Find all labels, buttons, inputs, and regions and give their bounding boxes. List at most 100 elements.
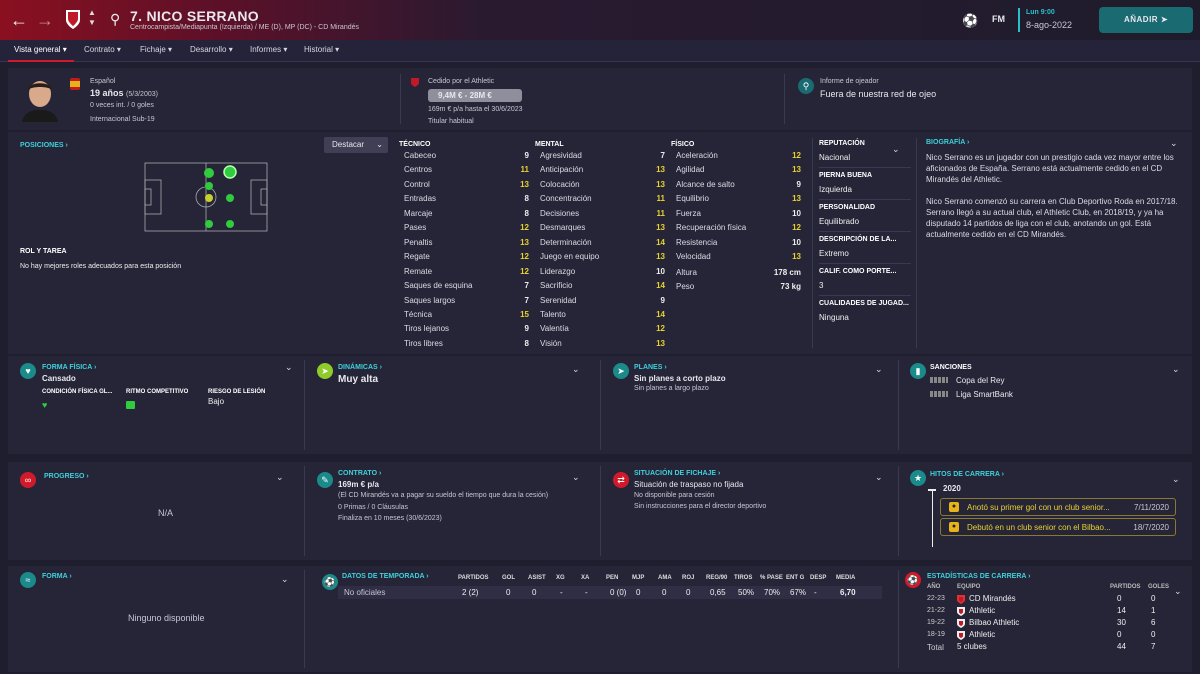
career-team[interactable]: Athletic <box>969 606 995 615</box>
top-bar: ← → ▲ ▼ ⚲ 7. NICO SERRANO Centrocampista/… <box>0 0 1200 40</box>
attribute-row[interactable]: Visión 13 <box>540 339 665 353</box>
player-avatar[interactable] <box>20 76 60 122</box>
season-stats-row[interactable]: No oficiales 2 (2) 0 0 - - 0 (0) 0 0 0 0,65 50% 70%… <box>338 586 882 599</box>
positions-title[interactable]: POSICIONES › <box>20 142 68 149</box>
chevron-down-icon[interactable]: ⌄ <box>1172 474 1180 485</box>
info-label: REPUTACIÓN <box>819 140 865 147</box>
tab-reports[interactable]: Informes ▾ <box>250 45 287 54</box>
chevron-down-icon[interactable]: ⌄ <box>276 472 284 483</box>
attribute-row[interactable]: Saques largos 7 <box>404 296 529 310</box>
chevron-down-icon[interactable]: ⌄ <box>572 472 580 483</box>
position-dot <box>226 220 234 228</box>
attribute-row[interactable]: Decisiones 11 <box>540 209 665 223</box>
attribute-row[interactable]: Anticipación 13 <box>540 165 665 179</box>
tab-development[interactable]: Desarrollo ▾ <box>190 45 233 54</box>
chevron-down-icon[interactable]: ⌄ <box>572 364 580 375</box>
attribute-row[interactable]: Cabeceo 9 <box>404 151 529 165</box>
ball-icon[interactable]: ⚽ <box>962 13 978 29</box>
attribute-row[interactable]: Fuerza 10 <box>676 209 801 223</box>
tab-transfer[interactable]: Fichaje ▾ <box>140 45 172 54</box>
chevron-down-icon[interactable]: ⌄ <box>1170 138 1178 149</box>
chevron-down-icon[interactable]: ⌄ <box>1172 364 1180 375</box>
transfer-title[interactable]: SITUACIÓN DE FICHAJE › <box>634 470 720 477</box>
highlight-dropdown[interactable]: Destacar ⌄ <box>324 137 388 153</box>
attribute-row[interactable]: Resistencia 10 <box>676 238 801 252</box>
attribute-row[interactable]: Desmarques 13 <box>540 223 665 237</box>
season-stats-title[interactable]: DATOS DE TEMPORADA › <box>342 573 429 580</box>
attribute-row[interactable]: Sacrificio 14 <box>540 281 665 295</box>
back-arrow-icon[interactable]: ← <box>10 10 28 31</box>
add-button[interactable]: AÑADIR ➤ <box>1099 7 1193 33</box>
club-crest-icon[interactable] <box>64 8 82 30</box>
milestone-item[interactable]: ● Anotó su primer gol con un club senior… <box>940 498 1176 516</box>
career-team[interactable]: Athletic <box>969 630 995 639</box>
fitness-title[interactable]: FORMA FÍSICA › <box>42 364 96 371</box>
biography-title[interactable]: BIOGRAFÍA › <box>926 139 969 146</box>
dynamics-title[interactable]: DINÁMICAS › <box>338 364 382 371</box>
attribute-row[interactable]: Recuperación física 12 <box>676 223 801 237</box>
attribute-row[interactable]: Aceleración 12 <box>676 151 801 165</box>
attribute-name: Velocidad <box>676 252 711 261</box>
chevron-down-icon[interactable]: ⌄ <box>892 144 900 155</box>
divider <box>784 74 785 124</box>
attribute-row[interactable]: Marcaje 8 <box>404 209 529 223</box>
career-row[interactable]: 18-19 Athletic 0 0 <box>927 630 1167 642</box>
career-stats-title[interactable]: ESTADÍSTICAS DE CARRERA › <box>927 573 1030 580</box>
milestone-item[interactable]: ● Debutó en un club senior con el Bilbao… <box>940 518 1176 536</box>
attribute-row[interactable]: Penaltis 13 <box>404 238 529 252</box>
attribute-row[interactable]: Serenidad 9 <box>540 296 665 310</box>
attribute-row[interactable]: Control 13 <box>404 180 529 194</box>
tab-history[interactable]: Historial ▾ <box>304 45 339 54</box>
chevron-down-icon[interactable]: ⌄ <box>1174 586 1182 597</box>
attribute-row[interactable]: Entradas 8 <box>404 194 529 208</box>
attribute-name: Equilibrio <box>676 194 709 203</box>
career-team[interactable]: Bilbao Athletic <box>969 618 1019 627</box>
attribute-row[interactable]: Remate 12 <box>404 267 529 281</box>
attribute-row[interactable]: Agilidad 13 <box>676 165 801 179</box>
career-team[interactable]: CD Mirandés <box>969 594 1016 603</box>
chevron-down-icon[interactable]: ⌄ <box>281 574 289 585</box>
milestones-title[interactable]: HITOS DE CARRERA › <box>930 471 1004 478</box>
attribute-row[interactable]: Regate 12 <box>404 252 529 266</box>
attribute-row[interactable]: Liderazgo 10 <box>540 267 665 281</box>
chevron-down-icon[interactable]: ⌄ <box>875 364 883 375</box>
attribute-row[interactable]: Alcance de salto 9 <box>676 180 801 194</box>
attribute-row[interactable]: Saques de esquina 7 <box>404 281 529 295</box>
attribute-row[interactable]: Valentía 12 <box>540 324 665 338</box>
form-title[interactable]: FORMA › <box>42 573 72 580</box>
attribute-row[interactable]: Técnica 15 <box>404 310 529 324</box>
search-icon[interactable]: ⚲ <box>110 11 120 28</box>
attribute-row[interactable]: Colocación 13 <box>540 180 665 194</box>
career-ball-icon: ⚽ <box>905 572 921 588</box>
fm-logo[interactable]: FM <box>992 14 1005 24</box>
season-cell: - <box>585 588 588 597</box>
attribute-row[interactable]: Equilibrio 13 <box>676 194 801 208</box>
progress-title[interactable]: PROGRESO › <box>44 473 89 480</box>
forward-arrow-icon[interactable]: → <box>36 10 54 31</box>
attribute-row[interactable]: Pases 12 <box>404 223 529 237</box>
attribute-row[interactable]: Talento 14 <box>540 310 665 324</box>
attribute-row[interactable]: Determinación 14 <box>540 238 665 252</box>
attribute-row[interactable]: Centros 11 <box>404 165 529 179</box>
attribute-row[interactable]: Velocidad 13 <box>676 252 801 266</box>
attribute-row[interactable]: Juego en equipo 13 <box>540 252 665 266</box>
career-row[interactable]: 19-22 Bilbao Athletic 30 6 <box>927 618 1167 630</box>
plans-title[interactable]: PLANES › <box>634 364 667 371</box>
season-row-values: 2 (2) 0 0- -0 (0) 0 0 0 0,65 50% 70% 67% -6,70 <box>458 588 878 598</box>
attribute-row[interactable]: Tiros lejanos 9 <box>404 324 529 338</box>
chevron-down-icon[interactable]: ⌄ <box>285 362 293 373</box>
attribute-row[interactable]: Agresividad 7 <box>540 151 665 165</box>
career-total-row[interactable]: Total 5 clubes 44 7 <box>927 642 1167 654</box>
contract-title[interactable]: CONTRATO › <box>338 470 381 477</box>
tab-overview[interactable]: Vista general ▾ <box>14 45 67 54</box>
chevron-down-icon[interactable]: ⌄ <box>875 472 883 483</box>
attribute-row[interactable]: Concentración 11 <box>540 194 665 208</box>
info-value: Extremo <box>819 249 849 258</box>
player-switch-icon[interactable]: ▲ ▼ <box>88 8 96 28</box>
attribute-row[interactable]: Tiros libres 8 <box>404 339 529 353</box>
tab-contract[interactable]: Contrato ▾ <box>84 45 121 54</box>
loan-origin[interactable]: Cedido por el Athletic <box>428 78 494 85</box>
nationality[interactable]: Español <box>90 78 115 85</box>
career-row[interactable]: 22-23 CD Mirandés 0 0 <box>927 594 1167 606</box>
career-row[interactable]: 21-22 Athletic 14 1 <box>927 606 1167 618</box>
